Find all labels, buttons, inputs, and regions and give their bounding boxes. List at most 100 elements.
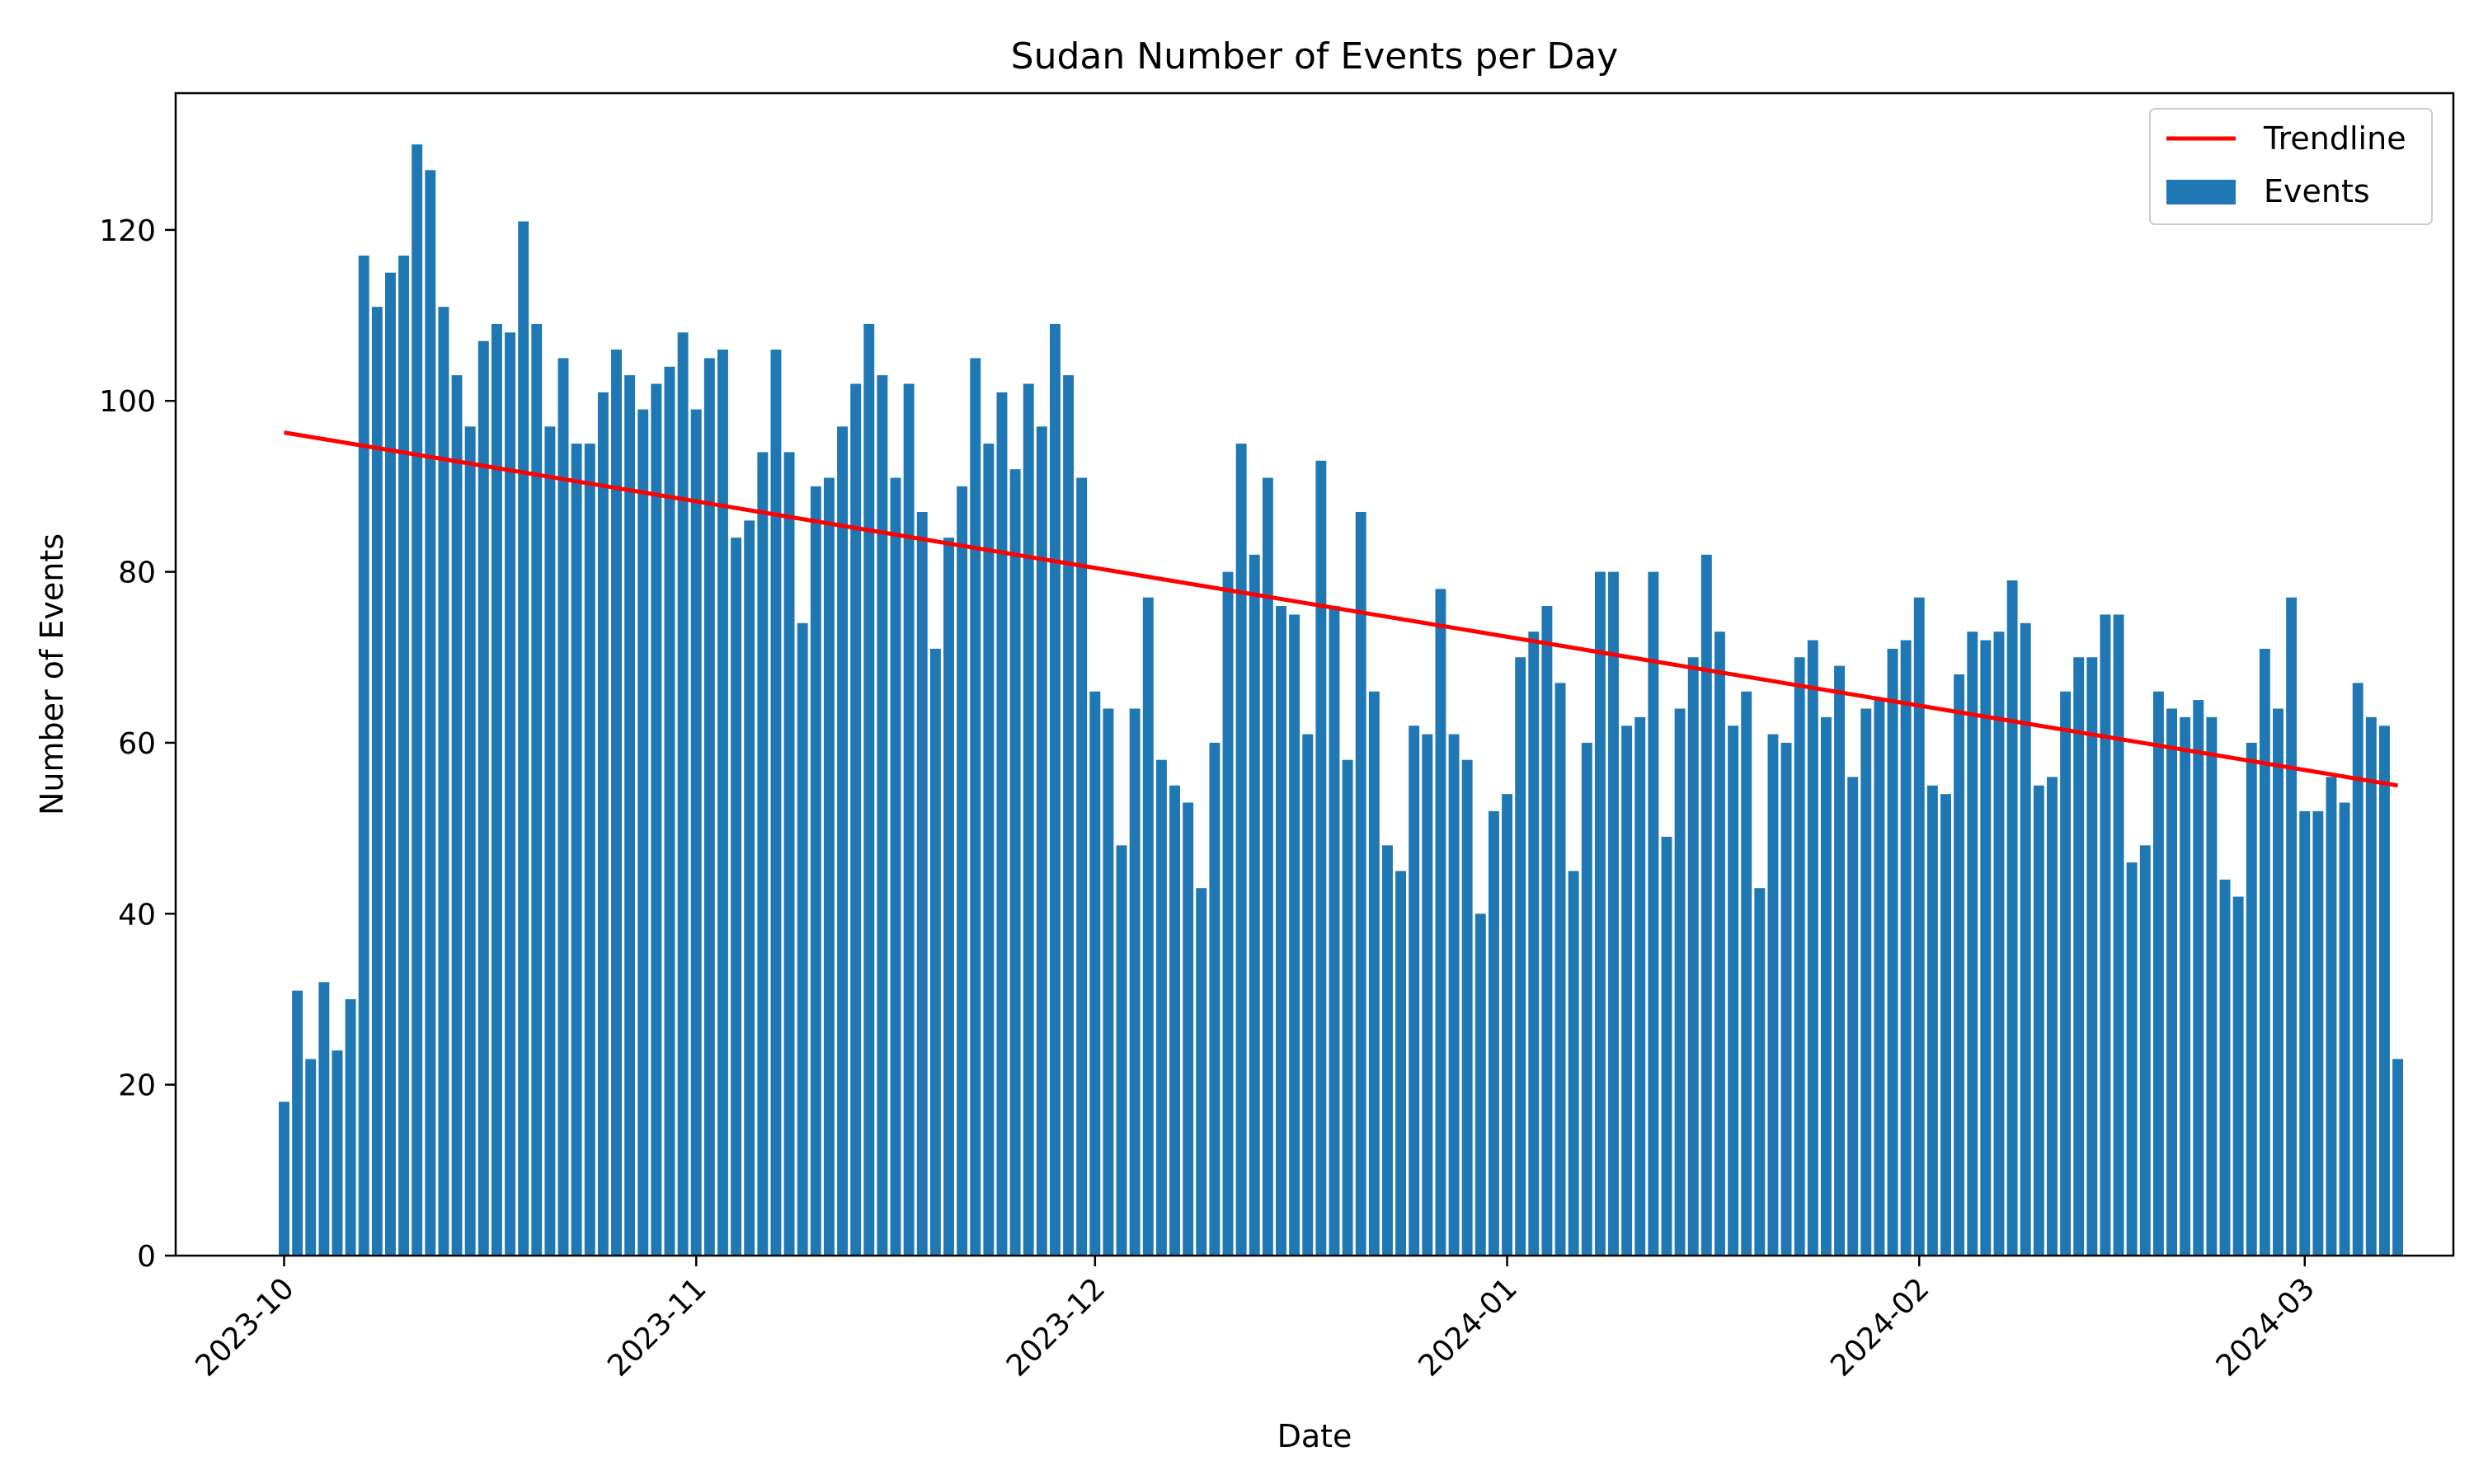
bar [2180, 716, 2191, 1256]
bar [1409, 726, 1420, 1256]
bar [2312, 810, 2324, 1256]
bar [2259, 648, 2270, 1256]
legend-trendline-label: Trendline [2263, 120, 2406, 157]
bar [2286, 597, 2298, 1256]
bar [943, 538, 954, 1256]
y-tick-label: 80 [118, 556, 156, 590]
bar [2166, 708, 2177, 1256]
bar [1887, 648, 1898, 1256]
bar [2113, 614, 2124, 1256]
bar [292, 990, 303, 1256]
bar [2299, 810, 2311, 1256]
bar [877, 375, 888, 1256]
bar [358, 255, 369, 1256]
bar [1249, 554, 1260, 1256]
bar [571, 444, 582, 1256]
bar [505, 332, 515, 1256]
bar [996, 392, 1008, 1256]
y-tick-label: 120 [99, 214, 156, 248]
bar [305, 1059, 317, 1256]
bar [637, 409, 649, 1256]
y-tick-label: 0 [137, 1240, 156, 1274]
legend: Trendline Events [2149, 108, 2433, 225]
bar [279, 1101, 289, 1256]
bar [916, 512, 928, 1256]
bar [477, 340, 489, 1256]
bar [890, 477, 901, 1256]
bar [2100, 614, 2111, 1256]
bar [2193, 700, 2204, 1256]
bar [2219, 879, 2231, 1256]
bar [1980, 640, 1992, 1256]
chart-title: Sudan Number of Events per Day [1011, 35, 1619, 77]
bar [1076, 477, 1088, 1256]
bar [1235, 444, 1247, 1256]
bar [690, 409, 702, 1256]
bar [810, 486, 821, 1256]
bar [318, 982, 330, 1256]
bar [1169, 785, 1180, 1256]
bar [2006, 580, 2018, 1256]
bar [1528, 632, 1540, 1256]
bar [1807, 640, 1818, 1256]
bar [1063, 375, 1075, 1256]
bar [1502, 794, 1512, 1256]
bar [1289, 614, 1300, 1256]
bar [903, 383, 915, 1256]
bar [1913, 597, 1925, 1256]
bar [371, 307, 383, 1256]
bar [1568, 871, 1579, 1256]
bar [1023, 383, 1034, 1256]
bar [2273, 708, 2284, 1256]
bar [1422, 734, 1433, 1256]
bar [1515, 657, 1526, 1256]
bar [438, 307, 449, 1256]
bar [1954, 674, 1965, 1256]
bar [1435, 589, 1446, 1256]
bar [1608, 571, 1619, 1256]
bar [1541, 606, 1553, 1256]
bar [1687, 657, 1699, 1256]
bar [1926, 785, 1938, 1256]
bar [1940, 794, 1951, 1256]
bar [491, 323, 502, 1256]
y-axis: 0 20 40 60 80 100 120 [99, 214, 176, 1274]
bar [770, 350, 782, 1256]
bar [1754, 888, 1766, 1256]
bar [1767, 734, 1779, 1256]
bar [717, 350, 728, 1256]
plot-frame [174, 92, 2455, 1257]
bar [611, 350, 622, 1256]
bar [1315, 460, 1327, 1256]
bar [1302, 734, 1314, 1256]
x-axis-label: Date [1277, 1418, 1352, 1454]
bar [651, 383, 662, 1256]
bar [863, 323, 875, 1256]
bar [1395, 871, 1407, 1256]
bar [1129, 708, 1141, 1256]
bar [664, 366, 675, 1256]
bar [850, 383, 862, 1256]
legend-events-label: Events [2264, 173, 2370, 209]
bar [2379, 726, 2390, 1256]
bar [1780, 742, 1792, 1256]
bar [797, 622, 808, 1256]
bar [1648, 571, 1659, 1256]
bar [1794, 657, 1805, 1256]
bar [1089, 691, 1101, 1256]
bar [2126, 862, 2138, 1256]
bar [1621, 726, 1633, 1256]
trendline-series [284, 430, 2398, 788]
bar [1714, 632, 1725, 1256]
bar [1581, 742, 1592, 1256]
y-tick-label: 60 [118, 727, 156, 761]
bar [557, 358, 569, 1256]
bar [837, 426, 848, 1256]
bar [2365, 716, 2377, 1256]
bar [1368, 691, 1380, 1256]
bar-series [279, 144, 2404, 1256]
bar [332, 1050, 343, 1256]
bar [584, 444, 595, 1256]
bar [544, 426, 556, 1256]
